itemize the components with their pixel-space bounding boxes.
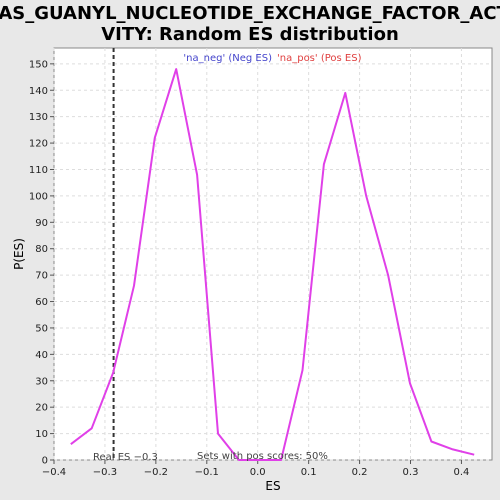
chart-title-line-2: VITY: Random ES distribution xyxy=(101,24,399,45)
y-ticks: 0 10 20 30 40 50 60 70 80 90 100 110 120 130 140 150 xyxy=(29,59,54,466)
x-tick-label: −0.2 xyxy=(144,467,168,478)
y-tick-label: 150 xyxy=(29,59,48,70)
y-tick-label: 60 xyxy=(35,297,48,308)
chart-title-line-1: RAS_GUANYL_NUCLEOTIDE_EXCHANGE_FACTOR_AC… xyxy=(0,3,500,24)
pos-scores-annotation: Sets with pos scores: 50% xyxy=(197,451,328,462)
x-tick-label: 0.4 xyxy=(453,467,469,478)
y-tick-label: 30 xyxy=(35,376,48,387)
legend-pos-label: 'na_pos' (Pos ES) xyxy=(277,53,362,64)
y-tick-label: 110 xyxy=(29,165,48,176)
x-tick-label: 0.0 xyxy=(250,467,266,478)
y-tick-label: 90 xyxy=(35,218,48,229)
y-tick-label: 130 xyxy=(29,112,48,123)
x-tick-label: −0.3 xyxy=(93,467,117,478)
y-tick-label: 140 xyxy=(29,86,48,97)
plot-area xyxy=(54,48,492,460)
y-tick-label: 40 xyxy=(35,350,48,361)
legend-neg-label: 'na_neg' (Neg ES) xyxy=(183,53,272,64)
y-tick-label: 20 xyxy=(35,403,48,414)
x-tick-label: 0.1 xyxy=(301,467,317,478)
real-es-annotation: Real ES −0.3 xyxy=(93,452,158,463)
y-tick-label: 100 xyxy=(29,191,48,202)
x-axis-label: ES xyxy=(265,479,280,493)
y-tick-label: 0 xyxy=(42,456,48,467)
x-tick-label: −0.4 xyxy=(42,467,66,478)
y-axis-label: P(ES) xyxy=(12,238,26,270)
y-tick-label: 80 xyxy=(35,244,48,255)
x-tick-label: 0.2 xyxy=(352,467,368,478)
y-tick-label: 120 xyxy=(29,139,48,150)
y-tick-label: 10 xyxy=(35,429,48,440)
x-tick-label: −0.1 xyxy=(195,467,219,478)
x-tick-label: 0.3 xyxy=(403,467,419,478)
y-tick-label: 70 xyxy=(35,271,48,282)
y-tick-label: 50 xyxy=(35,323,48,334)
